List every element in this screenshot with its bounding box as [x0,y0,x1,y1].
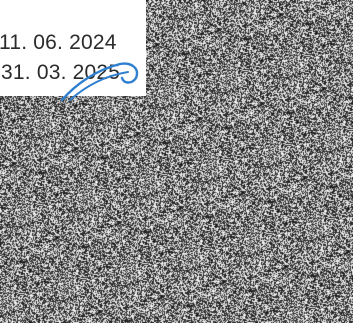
date-block: 11. 06. 2024 31. 03. 2025 [0,0,146,96]
start-date: 11. 06. 2024 [0,31,117,54]
end-date: 31. 03. 2025 [1,61,121,84]
